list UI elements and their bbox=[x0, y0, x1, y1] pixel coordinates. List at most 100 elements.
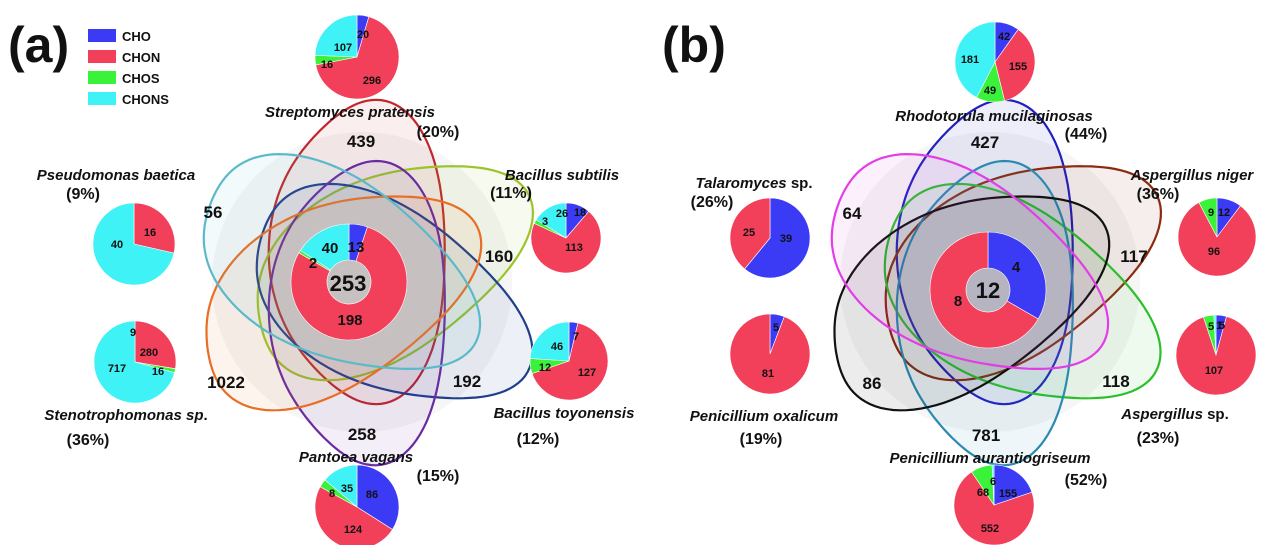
unique-talaromyces: 64 bbox=[843, 204, 862, 223]
pie-label-cho: 39 bbox=[780, 233, 792, 245]
legend-swatch-chons bbox=[88, 92, 116, 105]
pie-slice-chons bbox=[93, 320, 175, 404]
label-aspergillus-sp: Aspergillus sp. bbox=[1120, 406, 1229, 423]
pie-label-chons: 40 bbox=[111, 239, 123, 251]
pie-label-chon: 96 bbox=[1208, 246, 1220, 258]
pie-slice-cho bbox=[993, 464, 1033, 506]
percent-penicillium-aurantiogriseum: (52%) bbox=[1065, 472, 1108, 489]
pie-slice-chons bbox=[1213, 314, 1217, 356]
label-talaromyces: Talaromyces sp. bbox=[695, 175, 812, 192]
venn-background bbox=[840, 132, 1140, 432]
label-aspergillus-niger: Aspergillus niger bbox=[1130, 167, 1255, 184]
unique-aspergillus-niger: 117 bbox=[1120, 247, 1147, 266]
legend-label-chon: CHON bbox=[122, 50, 160, 65]
legend-swatch-cho bbox=[88, 29, 116, 42]
pie-aspergillus-niger: 12 9 96 bbox=[1177, 197, 1257, 277]
percent-rhodotorula: (44%) bbox=[1065, 126, 1108, 143]
venn-petal-4 bbox=[833, 195, 1111, 412]
pie-label-chons: 107 bbox=[334, 42, 352, 54]
label-rhodotorula: Rhodotorula mucilaginosas bbox=[895, 108, 1093, 125]
pie-slice-chon bbox=[315, 16, 400, 100]
unique-streptomyces: 439 bbox=[347, 132, 375, 151]
pie-slice-chons bbox=[92, 202, 175, 286]
pie-slice-chons bbox=[954, 21, 996, 98]
pie-label-cho: 13 bbox=[348, 239, 365, 256]
pie-label-cho: 7 bbox=[573, 331, 579, 343]
pie-label-chons: 35 bbox=[341, 483, 353, 495]
pie-slice-chon bbox=[729, 313, 811, 395]
unique-pantoea: 258 bbox=[348, 425, 376, 444]
percent-aspergillus-niger: (36%) bbox=[1137, 186, 1180, 203]
pie-slice-chons bbox=[324, 464, 358, 508]
pie-label-chon: 198 bbox=[337, 312, 362, 329]
pie-slice-cho bbox=[987, 231, 1047, 320]
pie-penicillium-oxalicum: 5 81 bbox=[729, 313, 811, 395]
pie-label-chos: 68 bbox=[977, 487, 989, 499]
percent-stenotrophomonas: (36%) bbox=[67, 432, 110, 449]
pie-label-chons: 40 bbox=[322, 240, 339, 257]
unique-rhodotorula: 427 bbox=[971, 133, 999, 152]
pie-label-chons: 6 bbox=[990, 476, 996, 488]
percent-pantoea: (15%) bbox=[417, 468, 460, 485]
pie-slice-chos bbox=[1198, 197, 1218, 238]
pie-label-cho: 5 bbox=[1219, 320, 1225, 332]
pie-label-chos: 9 bbox=[1208, 207, 1214, 219]
pie-label-chon: 280 bbox=[140, 347, 158, 359]
percent-pseudomonas: (9%) bbox=[66, 186, 100, 203]
panel-label-a: (a) bbox=[8, 17, 69, 73]
venn-petal-5 bbox=[202, 152, 482, 370]
pie-label-chos: 49 bbox=[984, 85, 996, 97]
pie-aspergillus-sp: 515 107 bbox=[1175, 314, 1257, 396]
legend-label-chons: CHONS bbox=[122, 92, 169, 107]
pie-label-chos: 2 bbox=[309, 255, 317, 272]
pie-slice-chons bbox=[535, 202, 567, 239]
pie-slice-chon bbox=[729, 197, 771, 270]
percent-streptomyces: (20%) bbox=[417, 124, 460, 141]
pie-label-chon: 155 bbox=[1009, 61, 1027, 73]
pie-slice-chons bbox=[314, 14, 358, 58]
pie-label-chon: 81 bbox=[762, 368, 774, 380]
unique-stenotrophomonas: 1022 bbox=[207, 373, 245, 392]
pie-slice-chons bbox=[991, 464, 995, 506]
label-pseudomonas: Pseudomonas baetica bbox=[37, 167, 195, 184]
legend: CHO CHON CHOS CHONS bbox=[88, 29, 169, 107]
percent-penicillium-oxalicum: (19%) bbox=[740, 431, 783, 448]
unique-bacillus-toyonensis: 192 bbox=[453, 372, 481, 391]
unique-aspergillus-sp: 118 bbox=[1102, 372, 1129, 391]
pie-slice-chon bbox=[953, 471, 1035, 545]
pie-slice-chon bbox=[530, 210, 602, 274]
pie-label-chon: 127 bbox=[578, 367, 596, 379]
pie-label-cho: 12 bbox=[1218, 207, 1230, 219]
label-penicillium-oxalicum: Penicillium oxalicum bbox=[690, 408, 838, 425]
percent-talaromyces: (26%) bbox=[691, 194, 734, 211]
pie-label-chon: 107 bbox=[1205, 365, 1223, 377]
pie-label-chons: 26 bbox=[556, 208, 568, 220]
unique-bacillus-subtilis: 160 bbox=[485, 247, 513, 266]
core-total-b: 12 bbox=[976, 278, 1000, 303]
pie-label-chons: 181 bbox=[961, 54, 979, 66]
venn-background bbox=[212, 132, 512, 432]
pie-rhodotorula: 42 155 49 181 bbox=[954, 21, 1036, 103]
unique-penicillium-oxalicum: 86 bbox=[863, 374, 882, 393]
pie-slice-chon bbox=[1177, 202, 1257, 277]
pie-label-cho: 5 bbox=[773, 322, 779, 334]
pie-slice-chon bbox=[133, 202, 176, 254]
pie-pantoea: 86 35 8 124 bbox=[314, 464, 400, 545]
pie-slice-chon bbox=[1175, 316, 1257, 396]
pie-slice-chon bbox=[994, 28, 1036, 102]
pie-label-cho: 18 bbox=[574, 207, 586, 219]
label-streptomyces: Streptomyces pratensis bbox=[265, 104, 435, 121]
pie-label-chos: 8 bbox=[329, 488, 335, 500]
pie-slice-chons bbox=[299, 223, 350, 271]
pie-label-chos: 12 bbox=[539, 362, 551, 374]
label-stenotrophomonas: Stenotrophomonas sp. bbox=[44, 407, 207, 424]
pie-slice-chon bbox=[531, 322, 609, 401]
legend-label-chos: CHOS bbox=[122, 71, 160, 86]
pie-label-chon: 25 bbox=[743, 227, 755, 239]
pie-label-chon: 8 bbox=[954, 293, 962, 310]
